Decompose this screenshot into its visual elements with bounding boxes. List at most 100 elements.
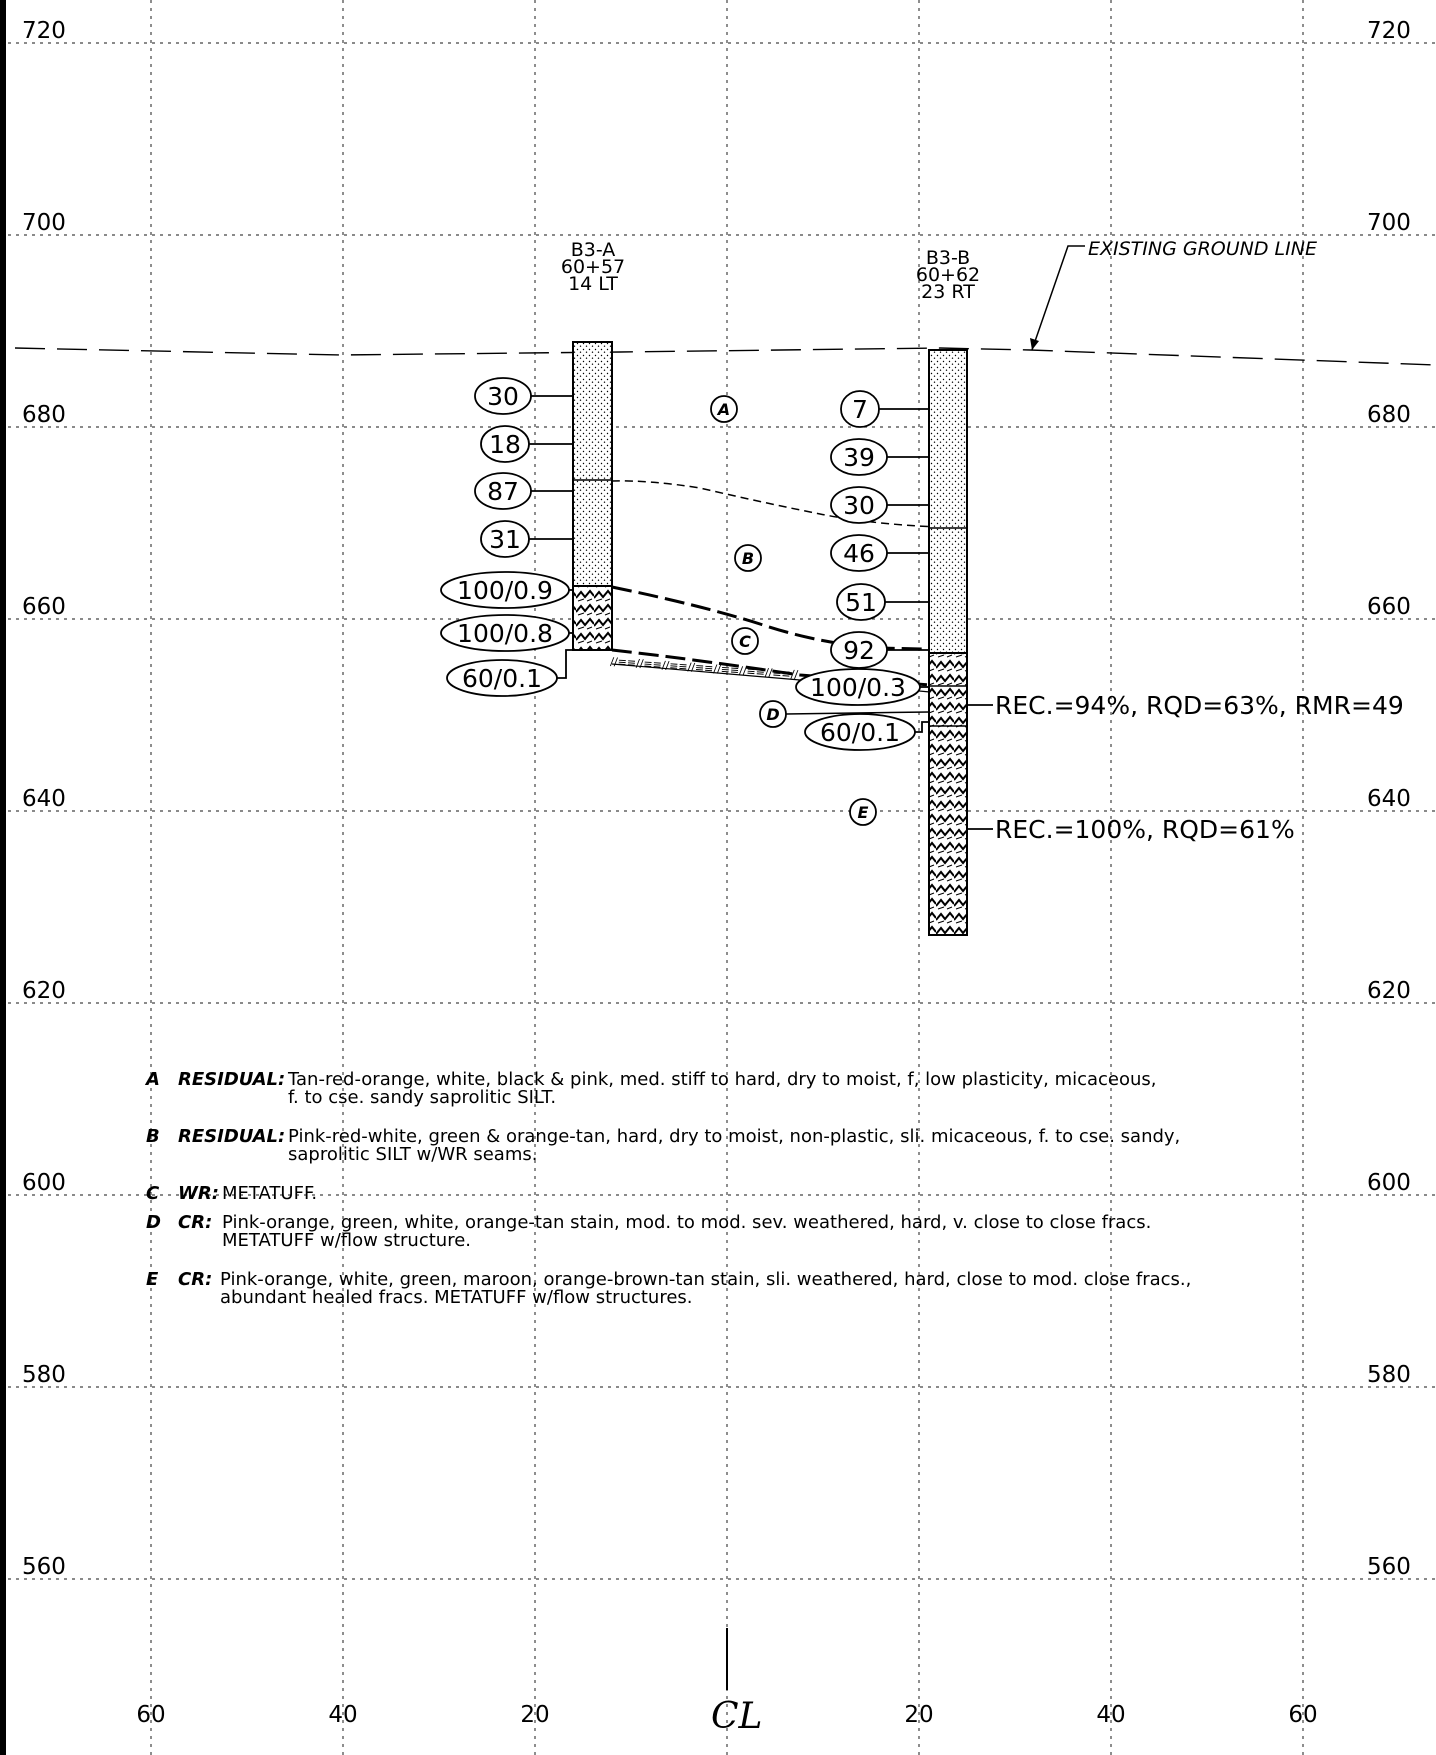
blow-count: 39 [830, 438, 929, 476]
svg-text:A: A [716, 400, 730, 419]
boring-column-soil [572, 341, 613, 587]
svg-text:7: 7 [852, 395, 868, 424]
elevation-labels-right: 720 700 680 660 640 620 600 580 560 [1367, 18, 1411, 1580]
blow-count: 18 [480, 425, 573, 463]
boring-offset: 23 RT [921, 281, 975, 303]
offset-label: 20 [520, 1702, 549, 1728]
legend-entry-a: A RESIDUAL: Tan-red-orange, white, black… [144, 1069, 1157, 1108]
svg-text:D: D [766, 705, 779, 724]
b3-b-blow-counts: 7 39 30 46 51 92 100 [795, 390, 929, 751]
stratum-marker-b: B [734, 544, 762, 572]
blow-count: 60/0.1 [804, 713, 929, 751]
offset-labels: 60 40 20 20 40 60 [136, 1702, 1317, 1728]
offset-label: 20 [904, 1702, 933, 1728]
offset-label: 60 [1288, 1702, 1317, 1728]
svg-text:31: 31 [489, 525, 521, 554]
elev-label: 700 [1367, 210, 1411, 236]
elev-label: 600 [22, 1170, 66, 1196]
stratum-marker-c: C [731, 627, 759, 655]
svg-text:f. to cse. sandy saprolitic SI: f. to cse. sandy saprolitic SILT. [288, 1087, 556, 1108]
blow-count: 30 [474, 377, 573, 415]
svg-text:Pink-orange, green, white, ora: Pink-orange, green, white, orange-tan st… [222, 1212, 1151, 1233]
elev-label: 580 [1367, 1362, 1411, 1388]
offset-label: 40 [1096, 1702, 1125, 1728]
legend-entry-e: E CR: Pink-orange, white, green, maroon,… [146, 1269, 1191, 1308]
svg-text:Pink-red-white, green & orange: Pink-red-white, green & orange-tan, hard… [288, 1126, 1180, 1147]
b3-a-blow-counts: 30 18 87 31 100/0.9 100/0.8 [440, 377, 573, 697]
blow-count: 87 [474, 472, 573, 510]
centerline-symbol: CL [711, 1628, 762, 1737]
grid [8, 0, 1436, 1755]
svg-text:B: B [742, 549, 754, 568]
blow-count: 7 [840, 390, 929, 428]
elev-label: 560 [22, 1554, 66, 1580]
svg-text:60/0.1: 60/0.1 [462, 664, 542, 693]
svg-text:100/0.3: 100/0.3 [810, 673, 906, 702]
elev-label: 620 [22, 978, 66, 1004]
svg-text:30: 30 [487, 382, 519, 411]
core-note: REC.=94%, RQD=63%, RMR=49 [995, 691, 1404, 720]
elev-label: 720 [22, 18, 66, 44]
elev-label: 560 [1367, 1554, 1411, 1580]
boring-name: B3-B [926, 247, 970, 269]
blow-count: 100/0.3 [795, 668, 929, 706]
elev-label: 580 [22, 1362, 66, 1388]
svg-text:RESIDUAL:: RESIDUAL: [178, 1126, 285, 1147]
blow-count: 30 [830, 486, 929, 524]
stratum-marker-d: D [759, 700, 930, 728]
blow-count: 31 [480, 520, 573, 558]
svg-text:46: 46 [843, 539, 875, 568]
elev-label: 640 [1367, 786, 1411, 812]
svg-text:abundant healed fracs. METATUF: abundant healed fracs. METATUFF w/flow s… [220, 1287, 693, 1308]
elev-label: 600 [1367, 1170, 1411, 1196]
svg-text:100/0.9: 100/0.9 [457, 576, 553, 605]
svg-text:CR:: CR: [178, 1269, 212, 1290]
svg-text:60/0.1: 60/0.1 [820, 718, 900, 747]
svg-text:C: C [739, 632, 751, 651]
svg-text:D: D [146, 1212, 161, 1233]
svg-text:WR:: WR: [178, 1183, 219, 1204]
svg-text:18: 18 [489, 430, 521, 459]
blow-count: 100/0.9 [440, 571, 573, 609]
boring-column-soil [928, 349, 968, 654]
elev-label: 700 [22, 210, 66, 236]
boring-column-rock [928, 652, 968, 936]
svg-text:C: C [146, 1183, 160, 1204]
elev-label: 620 [1367, 978, 1411, 1004]
strata-markers: A B C D E [710, 395, 930, 826]
ground-line-label: EXISTING GROUND LINE [1088, 238, 1317, 260]
boring-name: B3-A [571, 239, 616, 261]
svg-text:E: E [146, 1269, 159, 1290]
svg-text:39: 39 [843, 443, 875, 472]
blow-count: 51 [836, 583, 929, 621]
boring-offset: 14 LT [568, 273, 618, 295]
svg-text:87: 87 [487, 477, 519, 506]
svg-text:E: E [858, 803, 869, 822]
strata-legend: A RESIDUAL: Tan-red-orange, white, black… [144, 1069, 1191, 1308]
boring-station: 60+62 [916, 264, 980, 286]
svg-text:51: 51 [845, 588, 877, 617]
svg-text:METATUFF w/flow structure.: METATUFF w/flow structure. [222, 1230, 471, 1251]
svg-text:saprolitic SILT w/WR seams.: saprolitic SILT w/WR seams. [288, 1144, 537, 1165]
blow-count: 46 [830, 534, 929, 572]
svg-text:100/0.8: 100/0.8 [457, 619, 553, 648]
elev-label: 640 [22, 786, 66, 812]
blow-count: 92 [830, 631, 929, 669]
elev-label: 720 [1367, 18, 1411, 44]
svg-text:CR:: CR: [178, 1212, 212, 1233]
elev-label: 680 [22, 402, 66, 428]
elev-label: 660 [1367, 594, 1411, 620]
core-notes: REC.=94%, RQD=63%, RMR=49 REC.=100%, RQD… [967, 691, 1404, 844]
offset-label: 60 [136, 1702, 165, 1728]
svg-text:92: 92 [843, 636, 875, 665]
legend-entry-b: B RESIDUAL: Pink-red-white, green & oran… [146, 1126, 1180, 1165]
offset-label: 40 [328, 1702, 357, 1728]
svg-text:A: A [144, 1069, 160, 1090]
stratum-marker-a: A [710, 395, 738, 423]
svg-text:B: B [146, 1126, 160, 1147]
blow-count: 60/0.1 [446, 649, 573, 697]
legend-entry-c: C WR: METATUFF. [146, 1183, 317, 1204]
blow-count: 100/0.8 [440, 614, 573, 652]
svg-text:30: 30 [843, 491, 875, 520]
